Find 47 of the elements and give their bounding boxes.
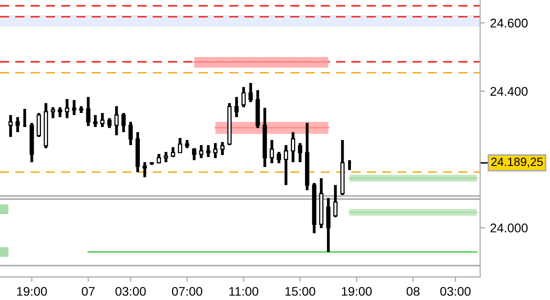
candlestick xyxy=(107,116,112,130)
candlestick xyxy=(206,144,210,158)
candlestick xyxy=(170,146,176,158)
x-tick-label: 15:00 xyxy=(285,286,316,296)
candlestick xyxy=(114,104,119,137)
candlestick xyxy=(86,96,90,128)
x-tick-label: 07:00 xyxy=(172,286,202,296)
candlestick xyxy=(72,98,76,116)
x-tick-label: 19:00 xyxy=(342,286,372,296)
candlestick xyxy=(64,98,70,120)
candlestick xyxy=(213,142,218,160)
candlestick xyxy=(333,184,338,219)
text: 24.189,25 xyxy=(491,158,543,168)
x-tick-label: 03:00 xyxy=(440,286,471,296)
candlestick xyxy=(178,136,182,154)
candlestick xyxy=(156,152,162,165)
x-tick-label: 19:00 xyxy=(17,286,47,296)
candlestick xyxy=(121,112,126,134)
candlestick xyxy=(36,112,41,138)
y-tick-label: 24.400 xyxy=(490,86,528,96)
candlestick xyxy=(326,196,330,254)
candlestick xyxy=(298,142,302,164)
candlestick xyxy=(142,160,147,179)
candlestick xyxy=(290,130,296,164)
candlestick xyxy=(128,120,133,146)
x-tick-label: 03:00 xyxy=(115,286,146,296)
candlestick xyxy=(248,82,253,104)
x-tick-label: 07 xyxy=(82,286,95,296)
candlestick xyxy=(100,112,105,128)
candlestick xyxy=(220,140,225,156)
candlestick xyxy=(270,138,274,165)
x-tick-label: 08 xyxy=(406,286,420,296)
candlestick xyxy=(241,86,246,109)
y-tick-label: 24.600 xyxy=(490,18,528,28)
candlestick xyxy=(276,150,282,165)
candlestick xyxy=(50,106,56,120)
y-tick-label: 24.000 xyxy=(490,224,528,232)
candlestick xyxy=(192,146,196,162)
candlestick xyxy=(93,114,98,128)
candlestick xyxy=(234,96,239,118)
candlestick xyxy=(284,144,288,186)
candlestick xyxy=(164,150,168,164)
candlestick xyxy=(58,106,62,118)
candlestick xyxy=(199,144,204,160)
x-tick-label: 11:00 xyxy=(229,286,258,296)
candlestick xyxy=(16,116,20,134)
candlestick xyxy=(8,114,13,138)
